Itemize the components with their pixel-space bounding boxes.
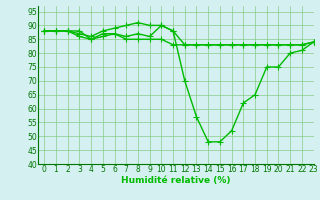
X-axis label: Humidité relative (%): Humidité relative (%) [121,176,231,185]
